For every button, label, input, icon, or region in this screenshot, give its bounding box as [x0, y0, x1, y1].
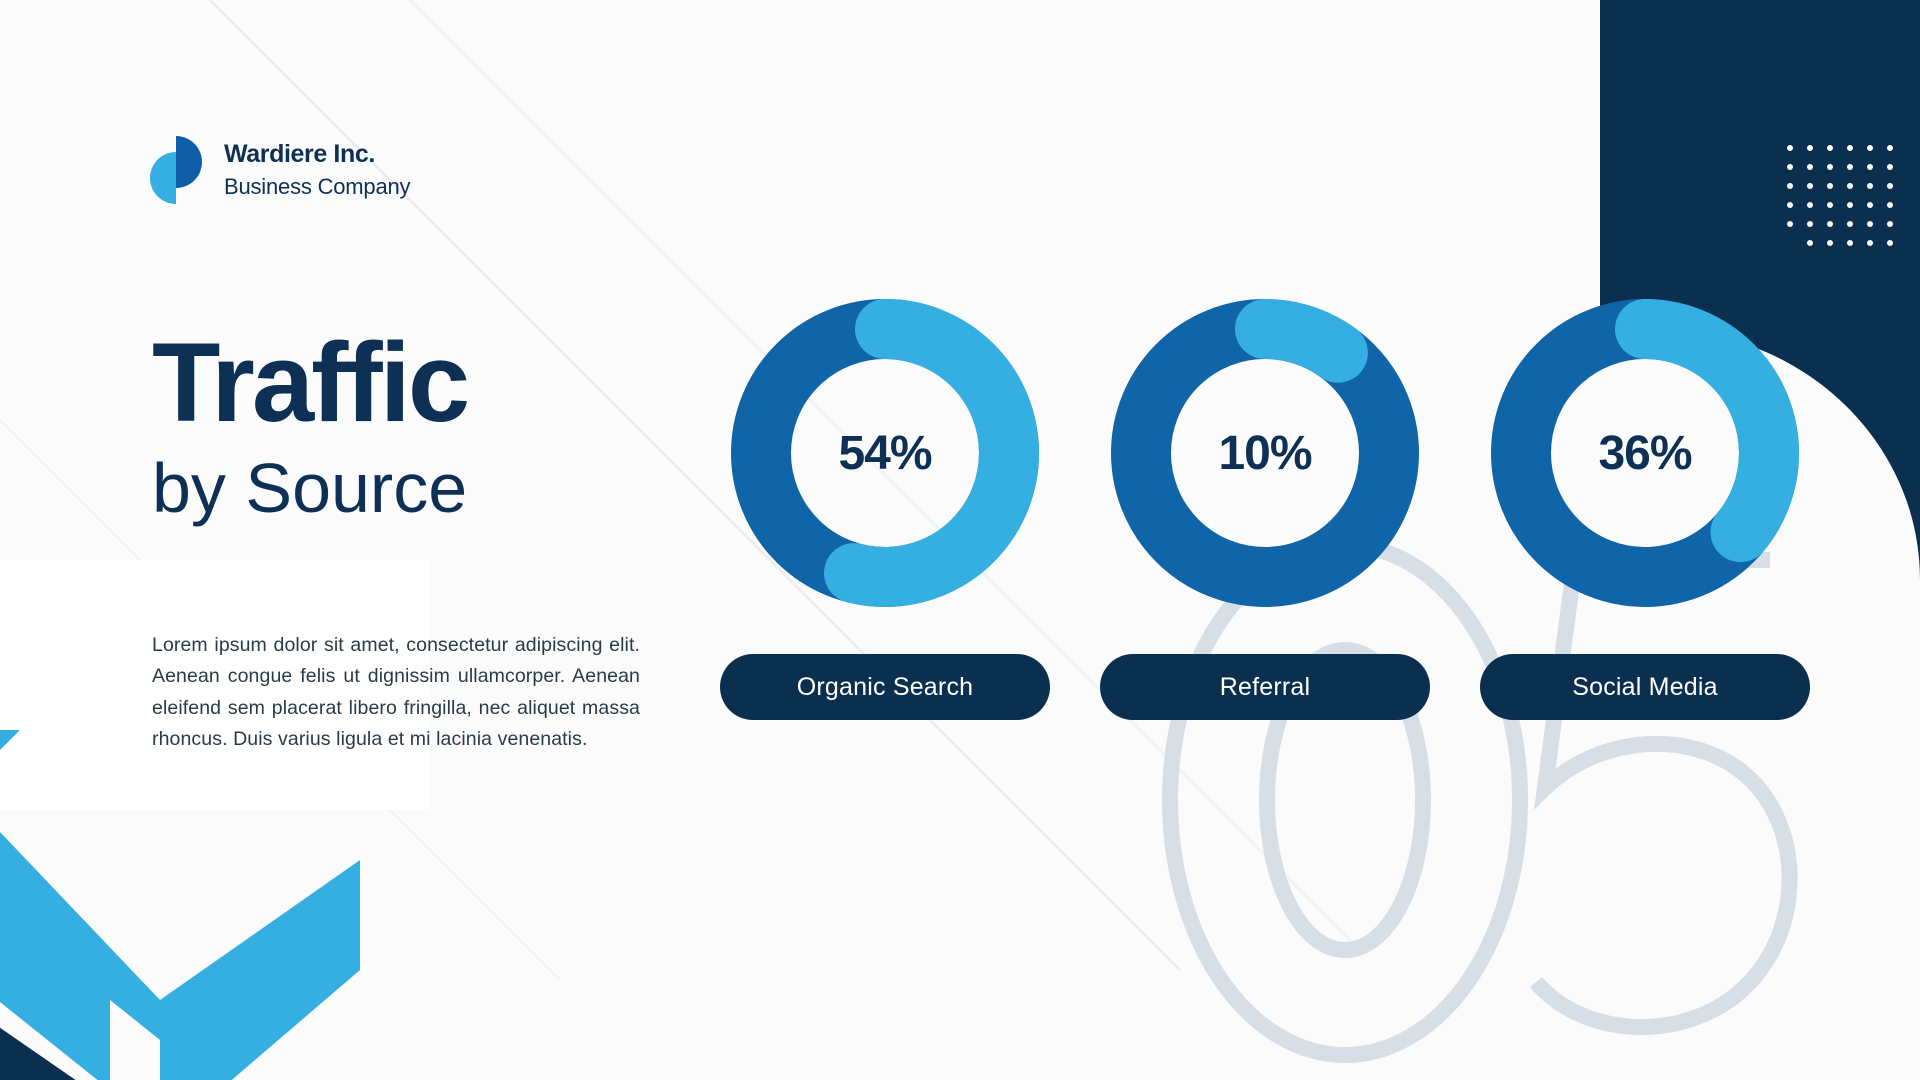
donut-chart-social-media: 36% — [1490, 298, 1800, 608]
donut-arc-value — [1111, 299, 1419, 607]
dot-grid-icon — [1787, 145, 1893, 246]
page-title: Traffic by Source — [152, 320, 470, 528]
brand-logo: Wardiere Inc. Business Company — [150, 136, 411, 204]
donut-chart-group: 54% Organic Search 10% Referral — [720, 298, 1810, 720]
donut-arc-value — [731, 299, 1039, 607]
logo-top-half-icon — [176, 136, 202, 188]
title-main: Traffic — [152, 320, 470, 445]
chevron-arrow-icon — [0, 730, 360, 1080]
donut-arc-value — [1491, 299, 1799, 607]
navy-corner-block-curve — [1660, 330, 1920, 580]
legend-button-referral[interactable]: Referral — [1100, 654, 1430, 720]
donut-chart-referral: 10% — [1110, 298, 1420, 608]
body-paragraph: Lorem ipsum dolor sit amet, consectetur … — [152, 633, 640, 751]
legend-button-social-media[interactable]: Social Media — [1480, 654, 1810, 720]
chart-column-referral: 10% Referral — [1100, 298, 1430, 720]
donut-chart-organic-search: 54% — [730, 298, 1040, 608]
navy-corner-block — [1600, 0, 1920, 330]
legend-button-organic-search[interactable]: Organic Search — [720, 654, 1050, 720]
title-subtitle: by Source — [152, 449, 468, 528]
chart-column-organic-search: 54% Organic Search — [720, 298, 1050, 720]
logo-bottom-half-icon — [150, 152, 176, 204]
donut-value-social-media: 36% — [1598, 426, 1692, 480]
brand-name: Wardiere Inc. — [224, 140, 375, 169]
donut-value-referral: 10% — [1218, 426, 1312, 480]
half-circle-logo-icon — [150, 136, 202, 204]
donut-value-organic-search: 54% — [838, 426, 932, 480]
paragraph-backdrop — [0, 560, 430, 810]
chart-column-social-media: 36% Social Media — [1480, 298, 1810, 720]
brand-tagline: Business Company — [224, 174, 411, 200]
